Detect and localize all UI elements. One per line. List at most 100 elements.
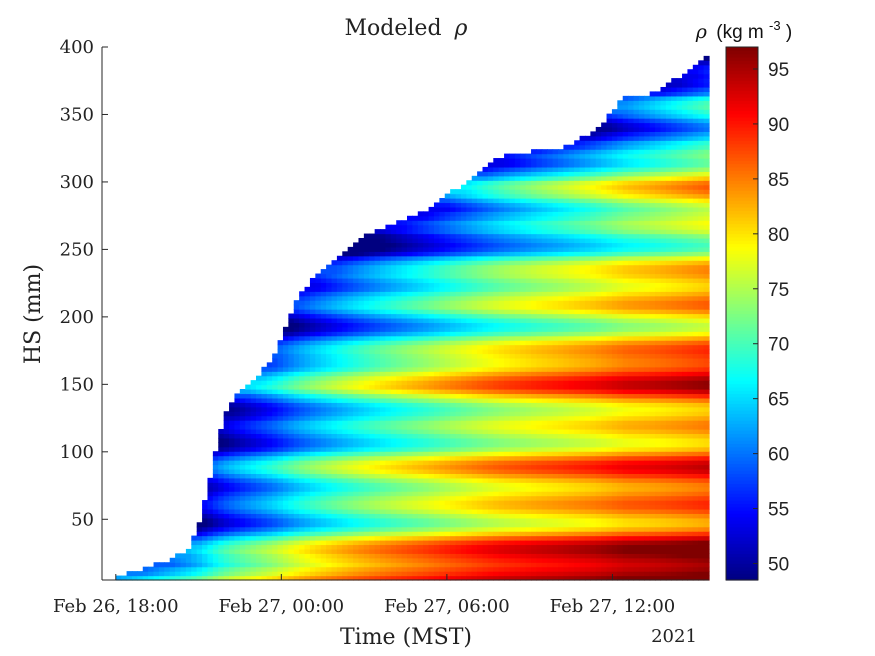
heatmap-cell [536,522,543,528]
heatmap-cell [304,415,311,421]
heatmap-cell [536,482,543,488]
heatmap-cell [455,233,462,239]
heatmap-cell [234,393,241,399]
heatmap-cell [390,482,397,488]
heatmap-cell [293,384,300,390]
heatmap-cell [477,415,484,421]
heatmap-cell [439,562,446,568]
heatmap-cell [293,322,300,328]
heatmap-cell [482,344,489,350]
heatmap-cell [531,224,538,230]
heatmap-cell [412,326,419,332]
heatmap-cell [514,455,521,461]
heatmap-cell [450,357,457,363]
heatmap-cell [520,264,527,270]
heatmap-cell [202,575,209,581]
heatmap-cell [218,428,225,435]
heatmap-cell [229,571,236,577]
heatmap-cell [369,309,376,315]
heatmap-cell [552,402,559,408]
heatmap-cell [444,277,451,284]
heatmap-cell [390,433,397,439]
heatmap-cell [407,251,413,257]
heatmap-cell [471,193,478,199]
heatmap-cell [439,251,446,257]
heatmap-cell [218,571,225,577]
heatmap-cell [520,504,527,510]
heatmap-cell [358,264,365,270]
heatmap-cell [374,482,381,488]
heatmap-cell [450,277,457,284]
heatmap-cell [520,353,527,359]
heatmap-cell [477,220,484,226]
heatmap-cell [417,540,424,546]
heatmap-cell [358,575,365,581]
heatmap-cell [309,535,316,541]
heatmap-cell [390,366,397,372]
heatmap-cell [272,473,279,479]
heatmap-cell [358,371,365,377]
heatmap-cell [439,264,446,270]
heatmap-cell [455,513,462,519]
heatmap-cell [331,544,338,550]
heatmap-cell [439,468,446,474]
heatmap-cell [363,264,370,270]
heatmap-cell [536,451,543,457]
heatmap-cell [471,224,478,230]
heatmap-cell [288,495,295,501]
heatmap-cell [309,442,316,448]
heatmap-cell [455,380,462,386]
heatmap-cell [363,233,370,239]
heatmap-cell [245,566,252,572]
heatmap-cell [509,535,516,541]
heatmap-cell [374,411,381,417]
heatmap-cell [455,322,462,328]
heatmap-cell [487,335,494,341]
heatmap-cell [261,366,268,372]
heatmap-cell [498,397,505,403]
heatmap-cell [525,420,532,426]
heatmap-cell [358,531,365,537]
heatmap-cell [342,335,349,341]
heatmap-cell [369,291,376,297]
heatmap-cell [552,380,559,386]
heatmap-cell [202,566,209,572]
heatmap-cell [277,349,284,355]
heatmap-cell [536,468,543,474]
heatmap-cell [417,384,424,390]
heatmap-cell [498,553,505,559]
heatmap-cell [277,526,284,532]
heatmap-cell [385,540,392,546]
heatmap-cell [541,300,548,306]
heatmap-cell [541,313,548,319]
heatmap-cell [552,233,559,239]
heatmap-cell [390,309,397,315]
heatmap-cell [396,397,403,403]
heatmap-cell [396,553,403,559]
heatmap-cell [417,424,424,430]
heatmap-cell [482,544,489,550]
heatmap-cell [175,575,182,581]
heatmap-cell [353,326,360,332]
heatmap-cell [250,531,257,537]
heatmap-cell [509,406,516,412]
heatmap-cell [509,366,516,372]
heatmap-cell [525,544,532,550]
heatmap-cell [385,375,392,381]
heatmap-cell [320,428,327,435]
heatmap-cell [212,451,219,457]
heatmap-cell [471,553,478,559]
heatmap-cell [541,264,548,270]
heatmap-cell [336,420,343,426]
heatmap-cell [412,482,419,488]
heatmap-cell [487,198,494,204]
heatmap-cell [504,273,511,279]
heatmap-cell [266,508,273,514]
heatmap-cell [444,269,451,275]
heatmap-cell [493,291,500,297]
heatmap-cell [407,295,413,301]
heatmap-cell [428,255,435,261]
heatmap-cell [363,273,370,279]
heatmap-cell [455,344,462,350]
heatmap-cell [552,451,559,457]
